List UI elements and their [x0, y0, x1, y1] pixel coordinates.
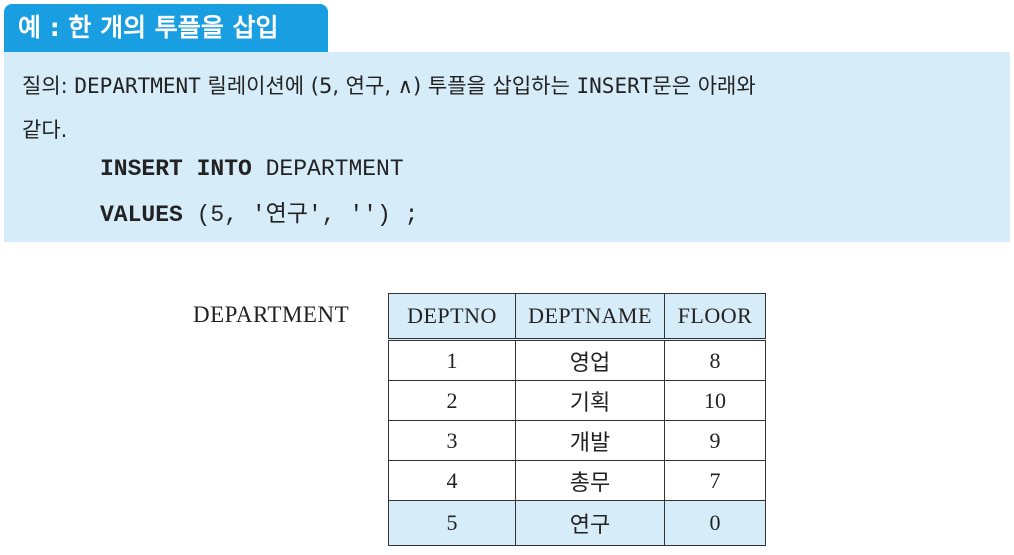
cell-deptno: 3	[388, 420, 516, 461]
query-prefix: 질의:	[22, 74, 75, 98]
cell-deptname: 영업	[515, 339, 665, 381]
query-text-line2: 같다.	[22, 118, 68, 142]
cell-deptno: 2	[388, 380, 516, 421]
example-title: 예 : 한 개의 투플을 삽입	[18, 13, 279, 42]
query-insert-word: INSERT	[576, 74, 653, 98]
table-row: 4 총무 7	[388, 460, 766, 501]
example-tab: 예 : 한 개의 투플을 삽입	[4, 4, 328, 52]
sql-keyword-values: VALUES	[100, 202, 183, 228]
sql-keyword-insert-into: INSERT INTO	[100, 156, 252, 182]
cell-deptno: 5	[388, 500, 516, 546]
query-text-line1: 질의: DEPARTMENT 릴레이션에 (5, 연구, ∧) 투플을 삽입하는…	[22, 70, 756, 100]
cell-deptname: 연구	[515, 500, 665, 546]
cell-deptname: 기획	[515, 380, 665, 421]
table-header-row: DEPTNO DEPTNAME FLOOR	[388, 293, 766, 340]
cell-deptno: 1	[388, 339, 516, 381]
header-floor: FLOOR	[664, 293, 766, 340]
header-deptname: DEPTNAME	[515, 293, 665, 340]
table-row: 2 기획 10	[388, 380, 766, 421]
query-relation: DEPARTMENT	[74, 74, 201, 98]
sql-table-name: DEPARTMENT	[251, 156, 404, 182]
cell-deptname: 개발	[515, 420, 665, 461]
header-deptno: DEPTNO	[388, 293, 516, 340]
inserted-row: 5 연구 0	[388, 500, 766, 546]
cell-floor: 10	[664, 380, 766, 421]
department-table: DEPTNO DEPTNAME FLOOR 1 영업 8 2 기획 10 3 개…	[388, 293, 766, 546]
query-panel: 질의: DEPARTMENT 릴레이션에 (5, 연구, ∧) 투플을 삽입하는…	[4, 52, 1010, 242]
cell-floor: 7	[664, 460, 766, 501]
sql-line-values: VALUES (5, '연구', '') ;	[100, 194, 418, 228]
relation-name: DEPARTMENT	[193, 302, 350, 327]
table-row: 1 영업 8	[388, 339, 766, 381]
table-row: 3 개발 9	[388, 420, 766, 461]
cell-deptno: 4	[388, 460, 516, 501]
query-suffix: 문은 아래와	[652, 74, 756, 98]
query-mid: 릴레이션에 (5, 연구, ∧) 투플을 삽입하는	[200, 74, 577, 98]
sql-values: (5, '연구', '') ;	[182, 202, 419, 228]
cell-floor: 0	[664, 500, 766, 546]
cell-deptname: 총무	[515, 460, 665, 501]
cell-floor: 9	[664, 420, 766, 461]
cell-floor: 8	[664, 339, 766, 381]
sql-line-insert: INSERT INTO DEPARTMENT	[100, 156, 404, 182]
